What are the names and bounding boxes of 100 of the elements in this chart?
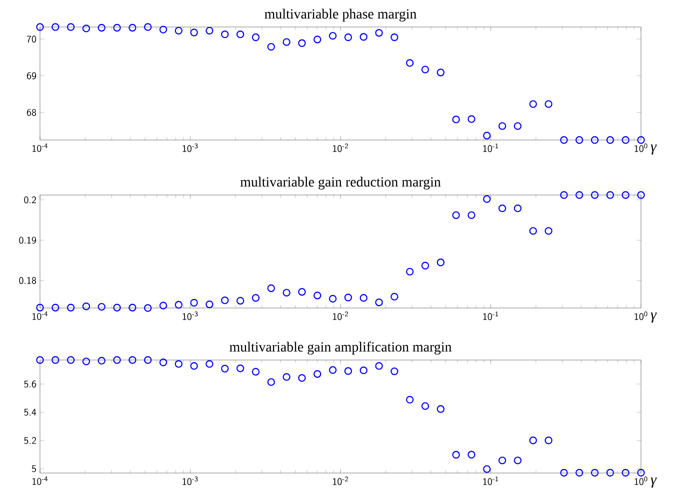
point <box>637 191 645 199</box>
point <box>375 362 383 370</box>
x-axis-title: γ <box>650 312 657 323</box>
y-tick-label: 69 <box>26 72 36 80</box>
point <box>406 59 414 67</box>
point <box>514 122 522 130</box>
x-tick-label: 10$^{-3}$ <box>182 144 198 152</box>
point <box>468 115 476 123</box>
point <box>221 296 229 304</box>
point <box>390 292 398 301</box>
point <box>452 116 460 124</box>
point <box>314 292 322 300</box>
point <box>36 304 44 312</box>
point <box>544 100 552 108</box>
point <box>282 373 290 381</box>
point <box>375 298 383 306</box>
x-tick-label: 10$^{-3}$ <box>182 312 198 320</box>
point <box>529 436 537 444</box>
point <box>590 468 599 477</box>
point <box>267 42 275 51</box>
x-tick-label: 10$^{-1}$ <box>483 476 498 486</box>
point <box>206 300 214 308</box>
x-tick-label: 10$^{-2}$ <box>333 312 348 320</box>
y-tick-label: 5.6 <box>24 380 36 388</box>
x-axis-title: γ <box>650 478 657 488</box>
point <box>66 356 75 364</box>
point <box>590 136 599 144</box>
point <box>252 368 260 376</box>
point <box>236 30 244 38</box>
x-tick-label: 10$^{0}$ <box>634 144 648 152</box>
point <box>174 26 183 35</box>
x-tick-label: 10$^{0}$ <box>634 312 648 320</box>
x-tick-label: 10$^{-1}$ <box>483 144 498 152</box>
x-axis-title: γ <box>650 144 657 155</box>
point <box>514 456 522 464</box>
point <box>328 32 337 40</box>
point <box>390 367 398 376</box>
point <box>52 304 60 312</box>
y-tick-label: 5.4 <box>24 408 36 416</box>
point <box>421 262 430 270</box>
point <box>468 450 476 458</box>
x-tick-label: 10$^{-4}$ <box>32 476 48 485</box>
point <box>498 204 506 212</box>
point <box>529 100 537 108</box>
point <box>529 227 537 235</box>
point <box>267 284 275 292</box>
point <box>328 294 337 303</box>
x-tick-label: 10$^{-2}$ <box>333 144 348 152</box>
point <box>622 136 630 144</box>
point <box>544 227 552 235</box>
point <box>314 370 322 378</box>
point <box>174 300 183 309</box>
point <box>544 436 552 444</box>
point <box>575 136 584 144</box>
point <box>637 136 645 144</box>
point <box>159 26 168 34</box>
point <box>159 302 168 310</box>
y-tick-label: 0.2 <box>24 196 36 204</box>
point <box>252 294 260 302</box>
point <box>406 268 414 276</box>
point <box>375 29 383 37</box>
point <box>606 191 614 199</box>
point <box>560 468 568 477</box>
point <box>452 211 460 220</box>
chart-title: multivariable gain amplification margin <box>230 342 452 355</box>
point <box>483 195 491 203</box>
x-tick-label: 10$^{-1}$ <box>483 312 498 320</box>
point <box>298 288 306 296</box>
point <box>406 396 414 404</box>
x-tick-label: 10$^{-4}$ <box>32 144 48 152</box>
point <box>144 304 152 312</box>
point <box>113 24 121 32</box>
point <box>360 33 368 41</box>
point <box>560 191 568 199</box>
point <box>498 456 506 464</box>
point <box>82 24 90 32</box>
point <box>190 28 198 36</box>
y-tick-label: 5 <box>32 465 36 472</box>
point <box>360 366 368 374</box>
point <box>36 23 44 31</box>
point <box>66 304 75 312</box>
point <box>436 68 445 76</box>
point <box>128 24 136 32</box>
point <box>221 364 229 372</box>
point <box>236 364 244 372</box>
point <box>575 191 584 199</box>
point <box>267 378 275 386</box>
y-tick-label: 5.2 <box>24 437 36 444</box>
point <box>128 304 136 312</box>
point <box>190 362 198 370</box>
point <box>560 136 568 144</box>
point <box>344 33 352 42</box>
point <box>52 356 60 364</box>
point <box>637 468 645 477</box>
point <box>328 366 337 374</box>
point <box>113 304 121 312</box>
point <box>206 26 214 35</box>
point <box>360 294 368 302</box>
point <box>206 360 214 368</box>
point <box>98 356 106 365</box>
